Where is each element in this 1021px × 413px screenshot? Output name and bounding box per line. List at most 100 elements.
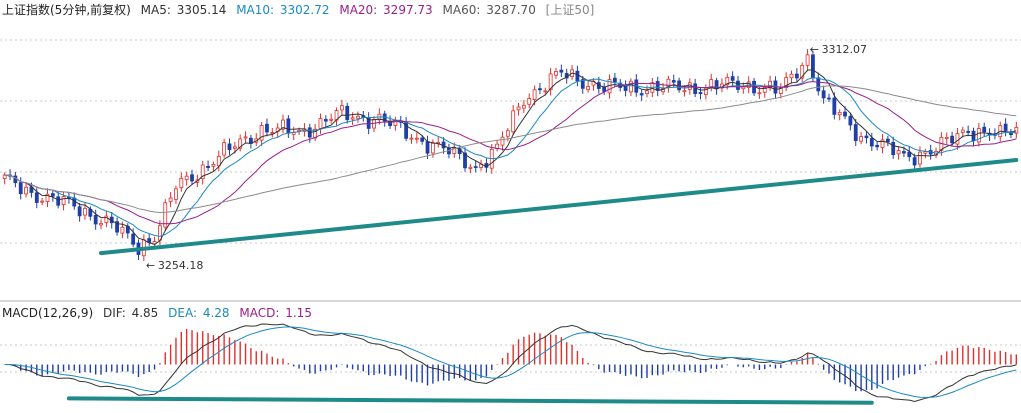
candle-body: [794, 73, 799, 79]
candle-body: [966, 131, 971, 133]
candle-body: [848, 116, 853, 126]
high-arrow-icon: ←: [810, 43, 819, 56]
macd-lines-group: [4, 323, 1017, 403]
candle-body: [77, 206, 82, 217]
candle-body: [885, 138, 890, 143]
ma60-line: [4, 85, 1017, 214]
candle-body: [709, 79, 714, 88]
candle-body: [671, 80, 676, 83]
candle-body: [730, 76, 735, 81]
ma60-label: MA60:: [443, 3, 481, 17]
candle-body: [811, 54, 815, 79]
candle-body: [950, 135, 954, 144]
macd-trendline-group: [66, 396, 874, 405]
candle-body: [907, 151, 912, 158]
candle-body: [864, 135, 869, 139]
candle-body: [163, 202, 168, 228]
candle-body: [505, 130, 510, 137]
index-tag[interactable]: [上证50]: [546, 3, 595, 17]
candle-body: [420, 137, 425, 142]
candle-body: [430, 142, 435, 154]
candle-body: [1003, 123, 1008, 131]
moving-averages-group: [4, 69, 1017, 246]
candle-body: [265, 123, 269, 133]
ma20-value: 3297.73: [383, 3, 433, 17]
candle-body: [639, 93, 644, 96]
candle-body: [350, 117, 355, 120]
candle-body: [329, 118, 334, 121]
candle-body: [323, 119, 328, 122]
candle-body: [286, 118, 291, 134]
macd-title: MACD(12,26,9): [2, 306, 93, 320]
candle-body: [211, 164, 216, 167]
candle-body: [521, 104, 526, 109]
candle-body: [725, 77, 730, 86]
candle-body: [179, 177, 184, 188]
candle-body: [682, 90, 687, 93]
candle-body: [602, 86, 607, 92]
candle-body: [805, 54, 810, 66]
candle-body: [50, 193, 55, 197]
candle-body: [580, 79, 585, 89]
candle-body: [880, 139, 885, 148]
candle-body: [516, 106, 521, 111]
candle-body: [339, 105, 344, 111]
high-annotation: 3312.07: [822, 43, 868, 56]
price-annotations-group: 3312.07 3254.18 ← ←: [146, 43, 867, 272]
candle-body: [891, 142, 896, 156]
candle-body: [859, 136, 863, 142]
candle-body: [318, 118, 323, 129]
candle-body: [93, 215, 98, 225]
candle-body: [837, 112, 842, 116]
candle-body: [232, 146, 237, 149]
macd-value: 1.15: [285, 306, 312, 320]
ma20-line: [4, 81, 1017, 225]
candle-body: [61, 196, 66, 206]
candle-body: [393, 120, 398, 126]
candle-body: [982, 126, 987, 133]
candle-body: [955, 133, 960, 145]
candle-body: [944, 136, 949, 140]
main-panel-header: 上证指数(5分钟,前复权) MA5: 3305.14 MA10: 3302.72…: [2, 2, 594, 17]
candle-body: [554, 71, 558, 76]
candle-body: [34, 192, 39, 203]
candle-body: [259, 125, 264, 141]
candle-body: [281, 119, 285, 130]
candle-body: [409, 137, 414, 140]
candle-body: [511, 110, 516, 133]
candle-body: [762, 87, 767, 93]
main-title: 上证指数(5分钟,前复权): [2, 2, 131, 17]
candle-body: [152, 241, 157, 245]
price-grid: [0, 39, 1021, 244]
candle-body: [816, 77, 821, 92]
macd-histogram-group: [9, 329, 1018, 392]
candle-body: [832, 97, 837, 115]
candle-body: [645, 90, 649, 95]
ma5-label: MA5:: [141, 3, 171, 17]
candle-body: [120, 226, 125, 234]
candle-body: [960, 129, 965, 133]
dif-line: [4, 323, 1017, 403]
dea-line: [4, 326, 1017, 398]
candle-body: [99, 223, 103, 226]
dif-value: 4.85: [132, 306, 159, 320]
low-arrow-icon: ←: [146, 259, 155, 272]
candle-body: [575, 70, 580, 82]
candle-body: [532, 89, 537, 100]
ma5-line: [4, 69, 1017, 246]
candle-body: [468, 166, 473, 169]
candle-body: [918, 151, 922, 165]
candle-body: [623, 85, 628, 91]
candle-body: [206, 165, 210, 169]
candle-body: [821, 90, 826, 99]
ma20-label: MA20:: [339, 3, 377, 17]
candle-body: [548, 73, 553, 91]
candle-body: [216, 155, 221, 167]
candle-body: [629, 80, 633, 93]
candle-body: [425, 141, 430, 154]
candle-body: [538, 88, 542, 91]
candle-body: [227, 143, 232, 151]
dea-label: DEA:: [168, 306, 197, 320]
candle-body: [586, 86, 591, 91]
